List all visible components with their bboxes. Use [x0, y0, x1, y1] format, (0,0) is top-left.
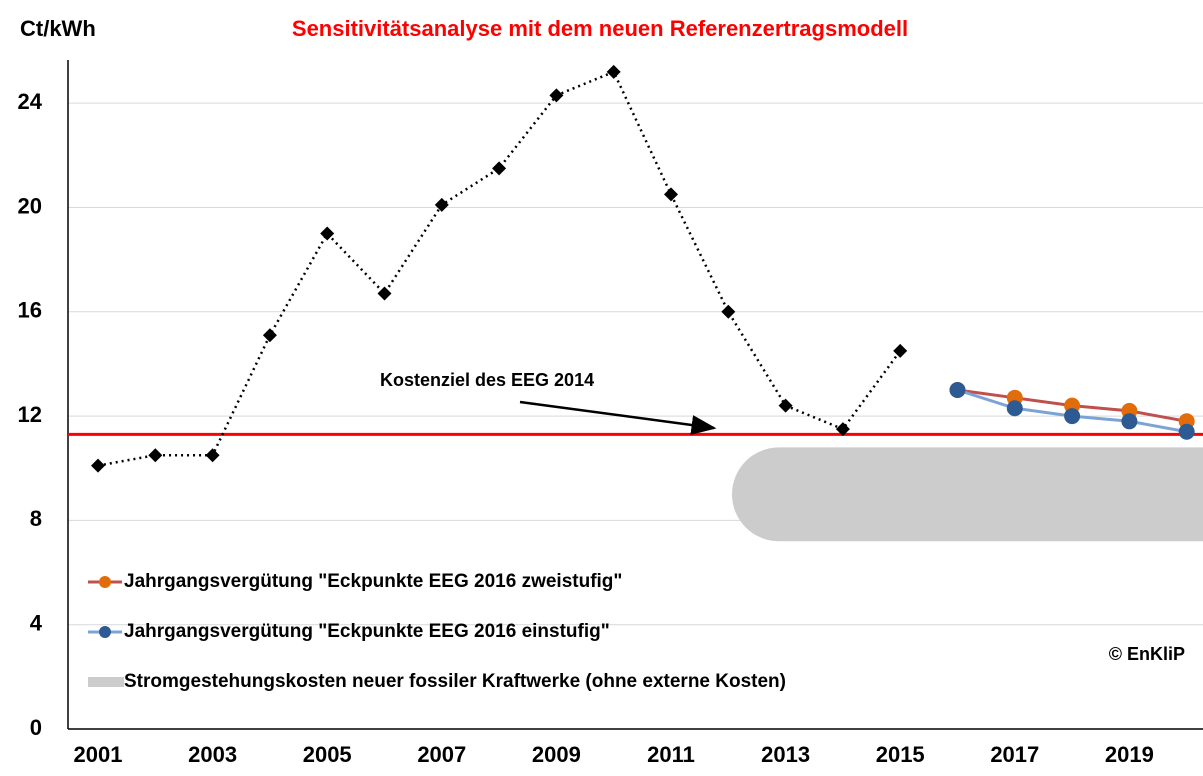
y-tick-label: 12 — [18, 402, 42, 427]
marker — [148, 448, 163, 463]
copyright: © EnKliP — [1109, 644, 1185, 664]
legend-label: Stromgestehungskosten neuer fossiler Kra… — [124, 671, 786, 692]
legend-swatch — [99, 626, 111, 638]
marker — [320, 226, 335, 241]
marker — [1006, 400, 1023, 417]
annotation: Kostenziel des EEG 2014 — [380, 370, 594, 390]
y-tick-label: 8 — [30, 506, 42, 531]
marker — [262, 328, 277, 343]
chart-title: Sensitivitätsanalyse mit dem neuen Refer… — [292, 16, 908, 41]
x-tick-label: 2017 — [990, 742, 1039, 767]
marker — [664, 187, 678, 202]
x-tick-label: 2001 — [74, 742, 123, 767]
marker — [205, 448, 220, 463]
marker — [835, 422, 850, 437]
x-tick-label: 2003 — [188, 742, 237, 767]
marker — [1121, 413, 1138, 430]
marker — [778, 398, 793, 413]
x-tick-label: 2011 — [647, 742, 695, 767]
marker — [377, 286, 392, 301]
marker — [91, 458, 105, 473]
legend-bg — [80, 560, 940, 620]
legend-label: Jahrgangsvergütung "Eckpunkte EEG 2016 e… — [124, 621, 610, 642]
marker — [721, 304, 736, 319]
y-tick-label: 16 — [18, 298, 42, 323]
marker — [434, 197, 449, 212]
x-tick-label: 2019 — [1105, 742, 1154, 767]
legend-label: Jahrgangsvergütung "Eckpunkte EEG 2016 z… — [124, 571, 622, 592]
marker — [893, 343, 908, 358]
annotation-arrow — [519, 400, 717, 435]
x-tick-label: 2005 — [303, 742, 352, 767]
marker — [549, 88, 564, 103]
x-tick-label: 2009 — [532, 742, 581, 767]
band — [732, 447, 1203, 542]
marker — [1064, 408, 1081, 425]
marker — [492, 161, 507, 176]
y-axis-label: Ct/kWh — [20, 16, 96, 41]
x-tick-label: 2007 — [417, 742, 466, 767]
y-tick-label: 4 — [30, 611, 43, 636]
marker — [606, 64, 621, 79]
marker — [1178, 423, 1195, 440]
y-tick-label: 24 — [18, 89, 43, 114]
x-tick-label: 2013 — [761, 742, 810, 767]
y-tick-label: 20 — [18, 193, 42, 218]
legend-swatch — [99, 576, 111, 588]
marker — [949, 382, 966, 398]
y-tick-label: 0 — [30, 715, 42, 740]
x-tick-label: 2015 — [876, 742, 925, 767]
